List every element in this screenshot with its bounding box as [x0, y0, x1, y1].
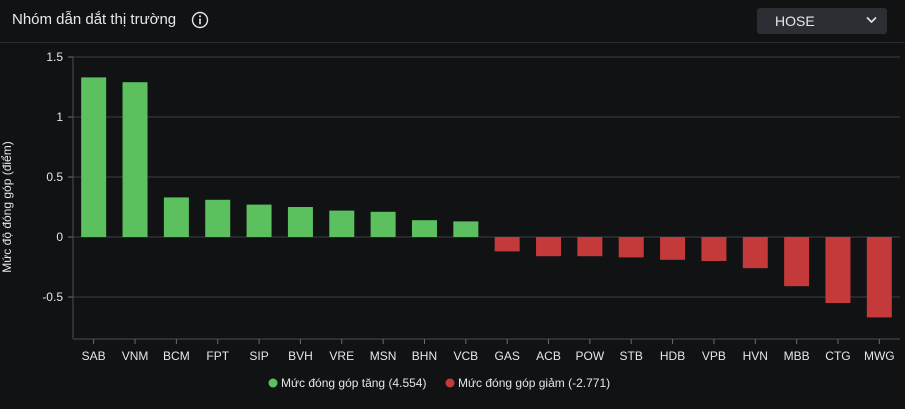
chart-header: Nhóm dẫn dắt thị trường HOSE	[0, 0, 905, 43]
exchange-select-value: HOSE	[775, 13, 815, 29]
x-tick-label: MWG	[864, 349, 895, 363]
y-tick-label: 0.5	[46, 170, 63, 184]
bar-hdb[interactable]	[660, 237, 686, 260]
x-tick-label: POW	[576, 349, 605, 363]
chart-bars	[81, 77, 892, 318]
x-tick-label: HVN	[743, 349, 768, 363]
bar-mwg[interactable]	[866, 237, 892, 318]
bar-stb[interactable]	[618, 237, 644, 258]
legend-marker-increase	[268, 378, 278, 388]
bar-fpt[interactable]	[205, 199, 231, 237]
x-tick-label: FPT	[206, 349, 229, 363]
bar-acb[interactable]	[536, 237, 562, 257]
x-tick-label: MBB	[784, 349, 810, 363]
x-tick-label: VRE	[329, 349, 354, 363]
bar-pow[interactable]	[577, 237, 603, 257]
x-tick-label: BVH	[288, 349, 313, 363]
chart-legend: Mức đóng góp tăng (4.554) Mức đóng góp g…	[268, 376, 610, 390]
x-tick-label: VPB	[702, 349, 726, 363]
x-tick-label: STB	[620, 349, 643, 363]
bar-bhn[interactable]	[411, 220, 437, 237]
y-axis-ticks: 1.5 1 0.5 0 -0.5	[42, 50, 73, 304]
bar-mbb[interactable]	[784, 237, 810, 287]
x-tick-label: GAS	[495, 349, 520, 363]
chart-title: Nhóm dẫn dắt thị trường	[12, 11, 177, 28]
bar-bcm[interactable]	[163, 197, 189, 237]
legend-label-increase: Mức đóng góp tăng (4.554)	[281, 376, 426, 390]
contribution-bar-chart: 1.5 1 0.5 0 -0.5 SAB VNM BCM FPT SIP BVH VRE MSN BHN…	[0, 50, 900, 390]
exchange-select[interactable]: HOSE	[757, 8, 887, 34]
x-tick-label: SAB	[82, 349, 106, 363]
chevron-down-icon	[866, 16, 877, 24]
x-tick-label: BHN	[412, 349, 437, 363]
bar-sip[interactable]	[246, 204, 272, 237]
y-axis-title: Mức độ đóng góp (điểm)	[0, 141, 14, 272]
x-tick-label: MSN	[370, 349, 397, 363]
bar-vnm[interactable]	[122, 82, 148, 237]
bar-vcb[interactable]	[453, 221, 479, 237]
x-tick-label: VCB	[453, 349, 478, 363]
y-tick-label: -0.5	[42, 290, 63, 304]
x-tick-label: CTG	[825, 349, 850, 363]
bar-hvn[interactable]	[742, 237, 768, 269]
legend-label-decrease: Mức đóng góp giảm (-2.771)	[458, 376, 610, 390]
bar-bvh[interactable]	[287, 207, 313, 237]
y-tick-label: 0	[56, 230, 63, 244]
chart-grid	[72, 56, 900, 340]
x-tick-label: ACB	[536, 349, 561, 363]
x-axis-ticks: SAB VNM BCM FPT SIP BVH VRE MSN BHN VCB GAS ACB POW S…	[82, 339, 895, 363]
x-tick-label: BCM	[163, 349, 190, 363]
bar-vre[interactable]	[329, 210, 355, 237]
bar-vpb[interactable]	[701, 237, 727, 261]
x-tick-label: SIP	[249, 349, 268, 363]
bar-gas[interactable]	[494, 237, 520, 252]
y-tick-label: 1	[56, 110, 63, 124]
bar-ctg[interactable]	[825, 237, 851, 303]
y-tick-label: 1.5	[46, 50, 63, 64]
bar-sab[interactable]	[81, 77, 107, 238]
x-tick-label: VNM	[122, 349, 149, 363]
legend-marker-decrease	[445, 378, 455, 388]
x-tick-label: HDB	[660, 349, 685, 363]
bar-msn[interactable]	[370, 211, 396, 237]
info-circle-icon[interactable]	[191, 11, 209, 29]
